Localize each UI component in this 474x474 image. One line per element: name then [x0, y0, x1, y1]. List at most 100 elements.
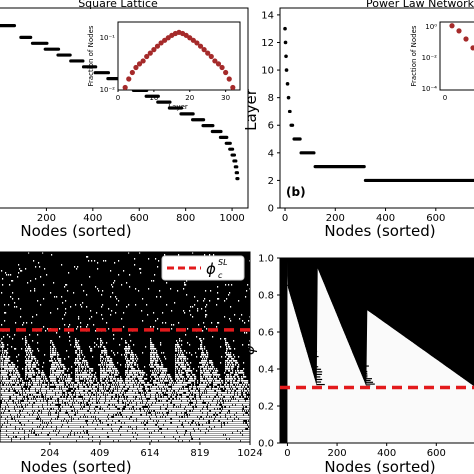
panel-c-pixel: [131, 374, 133, 376]
panel-c-pixel: [86, 388, 88, 390]
panel-c-pixel: [144, 372, 146, 374]
panel-c-pixel: [21, 428, 23, 430]
panel-c-pixel: [103, 398, 105, 400]
panel-c-pixel: [34, 390, 36, 392]
panel-c-pixel: [43, 394, 45, 396]
panel-c-pixel: [104, 418, 106, 420]
panel-c-pixel: [118, 438, 120, 440]
panel-c-pixel: [46, 440, 48, 442]
panel-c-pixel: [133, 430, 135, 432]
panel-c-pixel: [35, 412, 37, 414]
panel-c-pixel: [36, 382, 38, 384]
panel-c-pixel: [6, 412, 8, 414]
panel-c-pixel: [139, 388, 141, 390]
panel-c-pixel: [50, 424, 52, 426]
panel-c-pixel: [58, 360, 60, 362]
panel-c-pixel: [61, 392, 63, 394]
panel-c-pixel: [1, 270, 3, 272]
panel-c-pixel: [105, 350, 107, 352]
panel-c-pixel: [136, 382, 138, 384]
panel-c-pixel: [108, 400, 110, 402]
panel-c-pixel: [144, 422, 146, 424]
panel-c-pixel: [37, 374, 39, 376]
panel-c-pixel: [29, 356, 31, 358]
panel-c-pixel: [142, 298, 144, 300]
panel-c-pixel: [54, 438, 56, 440]
panel-c-pixel: [32, 412, 34, 414]
panel-c-pixel: [141, 380, 143, 382]
panel-c-pixel: [114, 366, 116, 368]
panel-c-pixel: [33, 426, 35, 428]
panel-c-pixel: [10, 406, 12, 408]
panel-c-pixel: [143, 434, 145, 436]
panel-c-pixel: [19, 434, 21, 436]
panel-c-pixel: [81, 352, 83, 354]
panel-c-pixel: [104, 352, 106, 354]
panel-c-pixel: [122, 390, 124, 392]
panel-c-pixel: [13, 364, 15, 366]
panel-c-pixel: [134, 408, 136, 410]
panel-c-pixel: [129, 360, 131, 362]
panel-c-pixel: [82, 410, 84, 412]
panel-c-pixel: [85, 424, 87, 426]
panel-c-pixel: [86, 418, 88, 420]
panel-c-pixel: [11, 430, 13, 432]
panel-c-pixel: [23, 428, 25, 430]
panel-c-pixel: [12, 408, 14, 410]
panel-c-pixel: [38, 394, 40, 396]
panel-b-inset-ytick-2: 10⁻⁴: [422, 85, 438, 93]
panel-c-pixel: [14, 306, 16, 308]
panel-c-pixel: [27, 430, 29, 432]
panel-c-pixel: [137, 414, 139, 416]
panel-c-pixel: [28, 358, 30, 360]
panel-c-pixel: [34, 384, 36, 386]
panel-c-pixel: [59, 390, 61, 392]
panel-c-pixel: [131, 382, 133, 384]
panel-c-pixel: [75, 418, 77, 420]
panel-c-pixel: [108, 370, 110, 372]
panel-c-pixel: [83, 414, 85, 416]
panel-c-pixel: [108, 422, 110, 424]
panel-c-pixel: [1, 356, 3, 358]
panel-c-pixel: [28, 382, 30, 384]
panel-a-inset-point: [226, 76, 232, 82]
panel-c-pixel: [126, 306, 128, 308]
panel-c-pixel: [79, 388, 81, 390]
panel-c-pixel: [60, 388, 62, 390]
panel-c-pixel: [51, 432, 53, 434]
panel-c-pixel: [33, 428, 35, 430]
panel-c-pixel: [79, 366, 81, 368]
panel-c-pixel: [55, 414, 57, 416]
panel-c-pixel: [77, 430, 79, 432]
panel-c-pixel: [5, 426, 7, 428]
panel-c-pixel: [15, 386, 17, 388]
panel-c-pixel: [79, 410, 81, 412]
panel-c-pixel: [121, 436, 123, 438]
panel-c-pixel: [44, 434, 46, 436]
panel-c-pixel: [13, 380, 15, 382]
panel-c-pixel: [125, 422, 127, 424]
panel-c-pixel: [132, 410, 134, 412]
panel-c-pixel: [143, 400, 145, 402]
panel-c-pixel: [117, 392, 119, 394]
panel-c-pixel: [107, 360, 109, 362]
panel-c-pixel: [75, 400, 77, 402]
panel-c-pixel: [31, 354, 33, 356]
panel-c-pixel: [61, 376, 63, 378]
panel-c-pixel: [104, 426, 106, 428]
panel-c-pixel: [5, 398, 7, 400]
panel-c-pixel: [12, 298, 14, 300]
panel-c-pixel: [134, 434, 136, 436]
panel-c-pixel: [112, 286, 114, 288]
panel-c-pixel: [37, 414, 39, 416]
panel-c-pixel: [142, 404, 144, 406]
panel-c-pixel: [121, 382, 123, 384]
panel-c-pixel: [29, 422, 31, 424]
panel-c-pixel: [133, 370, 135, 372]
panel-c-pixel: [141, 438, 143, 440]
panel-c-pixel: [4, 364, 6, 366]
panel-c-pixel: [115, 384, 117, 386]
panel-c-pixel: [52, 418, 54, 420]
panel-c-pixel: [100, 346, 102, 348]
panel-c-pixel: [16, 414, 18, 416]
